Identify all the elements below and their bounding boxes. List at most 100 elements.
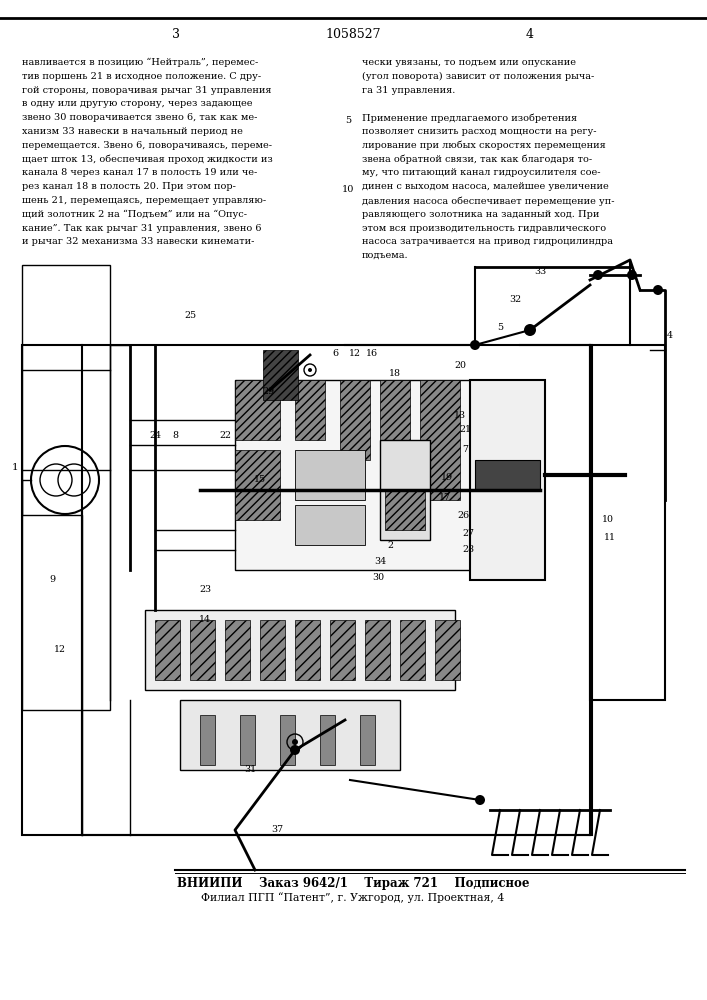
Text: ВНИИПИ    Заказ 9642/1    Тираж 721    Подписное: ВНИИПИ Заказ 9642/1 Тираж 721 Подписное bbox=[177, 876, 530, 890]
Bar bbox=[145, 610, 455, 690]
Text: тив поршень 21 в исходное положение. С дру-: тив поршень 21 в исходное положение. С д… bbox=[22, 72, 261, 81]
Text: 34: 34 bbox=[374, 558, 386, 566]
Circle shape bbox=[524, 324, 536, 336]
Bar bbox=[235, 450, 280, 520]
Text: 2: 2 bbox=[387, 540, 393, 550]
Text: 12: 12 bbox=[349, 349, 361, 358]
Text: 1058527: 1058527 bbox=[325, 28, 381, 41]
Bar bbox=[263, 350, 298, 400]
Text: 28: 28 bbox=[462, 546, 474, 554]
Bar bbox=[400, 620, 425, 680]
Text: 17: 17 bbox=[439, 492, 451, 502]
Bar bbox=[200, 715, 215, 765]
Bar bbox=[320, 715, 335, 765]
Text: щает шток 13, обеспечивая проход жидкости из: щает шток 13, обеспечивая проход жидкост… bbox=[22, 155, 273, 164]
Circle shape bbox=[653, 285, 663, 295]
Text: 13: 13 bbox=[454, 410, 466, 420]
Bar bbox=[240, 715, 255, 765]
Circle shape bbox=[292, 739, 298, 745]
Bar bbox=[260, 620, 285, 680]
Bar bbox=[295, 450, 365, 500]
Text: му, что питающий канал гидроусилителя сое-: му, что питающий канал гидроусилителя со… bbox=[362, 168, 600, 177]
Text: 16: 16 bbox=[366, 349, 378, 358]
Text: динен с выходом насоса, малейшее увеличение: динен с выходом насоса, малейшее увеличе… bbox=[362, 182, 609, 191]
Circle shape bbox=[593, 270, 603, 280]
Text: 11: 11 bbox=[604, 532, 616, 542]
Circle shape bbox=[475, 795, 485, 805]
Text: 29: 29 bbox=[262, 387, 274, 396]
Text: 3: 3 bbox=[172, 28, 180, 41]
Circle shape bbox=[470, 340, 480, 350]
Text: в одну или другую сторону, через задающее: в одну или другую сторону, через задающе… bbox=[22, 99, 252, 108]
Text: насоса затрачивается на привод гидроцилиндра: насоса затрачивается на привод гидроцили… bbox=[362, 237, 613, 246]
Text: 20: 20 bbox=[454, 360, 466, 369]
Bar bbox=[470, 380, 520, 460]
Text: рез канал 18 в полость 20. При этом пор-: рез канал 18 в полость 20. При этом пор- bbox=[22, 182, 236, 191]
Bar bbox=[470, 380, 545, 580]
Bar bbox=[380, 380, 410, 460]
Circle shape bbox=[290, 745, 300, 755]
Bar bbox=[330, 620, 355, 680]
Text: 4: 4 bbox=[526, 28, 534, 41]
Text: щий золотник 2 на “Подъем” или на “Опус-: щий золотник 2 на “Подъем” или на “Опус- bbox=[22, 210, 247, 219]
Text: 10: 10 bbox=[602, 516, 614, 524]
Text: подъема.: подъема. bbox=[362, 251, 409, 260]
Circle shape bbox=[308, 368, 312, 372]
Bar bbox=[475, 460, 540, 490]
Text: 19: 19 bbox=[441, 474, 453, 483]
Text: 6: 6 bbox=[332, 349, 338, 358]
Bar bbox=[420, 380, 460, 500]
Text: этом вся производительность гидравлического: этом вся производительность гидравлическ… bbox=[362, 224, 606, 233]
Text: 4: 4 bbox=[667, 330, 673, 340]
Text: лирование при любых скоростях перемещения: лирование при любых скоростях перемещени… bbox=[362, 141, 606, 150]
Bar bbox=[360, 715, 375, 765]
Bar bbox=[435, 620, 460, 680]
Text: Применение предлагаемого изобретения: Применение предлагаемого изобретения bbox=[362, 113, 577, 123]
Bar bbox=[235, 380, 520, 570]
Text: 7: 7 bbox=[462, 446, 468, 454]
Text: 30: 30 bbox=[372, 574, 384, 582]
Text: 22: 22 bbox=[219, 430, 231, 440]
Text: звено 30 поворачивается звено 6, так как ме-: звено 30 поворачивается звено 6, так как… bbox=[22, 113, 257, 122]
Bar bbox=[365, 620, 390, 680]
Text: 15: 15 bbox=[254, 476, 266, 485]
Text: 10: 10 bbox=[341, 185, 354, 194]
Text: кание”. Так как рычаг 31 управления, звено 6: кание”. Так как рычаг 31 управления, зве… bbox=[22, 224, 262, 233]
Text: гой стороны, поворачивая рычаг 31 управления: гой стороны, поворачивая рычаг 31 управл… bbox=[22, 86, 271, 95]
Text: 26: 26 bbox=[457, 512, 469, 520]
Text: 31: 31 bbox=[244, 766, 256, 774]
Text: 27: 27 bbox=[462, 528, 474, 538]
Bar bbox=[22, 265, 110, 710]
Text: 21: 21 bbox=[459, 426, 471, 434]
Text: 9: 9 bbox=[49, 576, 55, 584]
Text: 18: 18 bbox=[389, 368, 401, 377]
Circle shape bbox=[627, 270, 637, 280]
Bar bbox=[180, 700, 400, 770]
Bar bbox=[380, 440, 430, 540]
Text: 14: 14 bbox=[199, 615, 211, 624]
Bar bbox=[22, 345, 592, 835]
Text: равляющего золотника на заданный ход. При: равляющего золотника на заданный ход. Пр… bbox=[362, 210, 600, 219]
Text: 33: 33 bbox=[534, 267, 546, 276]
Bar bbox=[235, 380, 280, 440]
Text: га 31 управления.: га 31 управления. bbox=[362, 86, 455, 95]
Text: ханизм 33 навески в начальный период не: ханизм 33 навески в начальный период не bbox=[22, 127, 243, 136]
Text: шень 21, перемещаясь, перемещает управляю-: шень 21, перемещаясь, перемещает управля… bbox=[22, 196, 266, 205]
Text: звена обратной связи, так как благодаря то-: звена обратной связи, так как благодаря … bbox=[362, 155, 592, 164]
Text: 8: 8 bbox=[172, 430, 178, 440]
Bar bbox=[280, 715, 295, 765]
Bar bbox=[225, 620, 250, 680]
Text: перемещается. Звено 6, поворачиваясь, переме-: перемещается. Звено 6, поворачиваясь, пе… bbox=[22, 141, 272, 150]
Text: 1: 1 bbox=[12, 463, 18, 472]
Text: 37: 37 bbox=[271, 826, 283, 834]
Text: (угол поворота) зависит от положения рыча-: (угол поворота) зависит от положения рыч… bbox=[362, 72, 595, 81]
Text: 24: 24 bbox=[149, 430, 161, 440]
Text: позволяет снизить расход мощности на регу-: позволяет снизить расход мощности на рег… bbox=[362, 127, 597, 136]
Bar bbox=[340, 380, 370, 460]
Text: давления насоса обеспечивает перемещение уп-: давления насоса обеспечивает перемещение… bbox=[362, 196, 614, 206]
Text: 12: 12 bbox=[54, 646, 66, 654]
Bar bbox=[295, 620, 320, 680]
Text: чески увязаны, то подъем или опускание: чески увязаны, то подъем или опускание bbox=[362, 58, 576, 67]
Text: 32: 32 bbox=[509, 296, 521, 304]
Text: и рычаг 32 механизма 33 навески кинемати-: и рычаг 32 механизма 33 навески кинемати… bbox=[22, 237, 255, 246]
